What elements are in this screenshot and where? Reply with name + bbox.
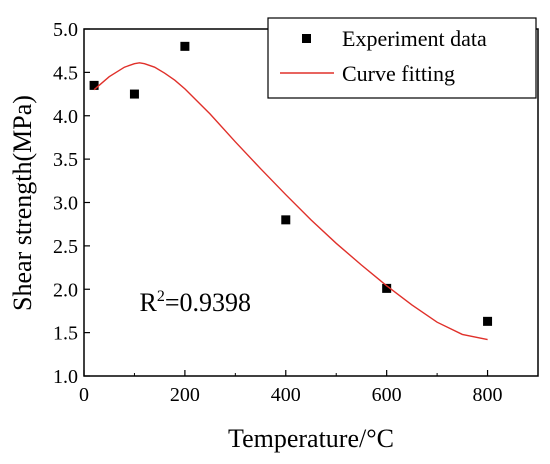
y-tick-label: 2.0 — [53, 279, 78, 301]
data-point — [180, 41, 190, 51]
y-tick-label: 1.0 — [53, 366, 78, 388]
y-tick-label: 3.5 — [53, 149, 78, 171]
y-tick-label: 1.5 — [53, 323, 78, 345]
data-point — [382, 283, 392, 293]
data-point — [89, 80, 99, 90]
r-squared-base: R — [139, 288, 157, 317]
data-point — [483, 316, 493, 326]
r-squared-sup: 2 — [157, 288, 165, 305]
series-layer — [89, 41, 493, 341]
y-axis-title: Shear strength(MPa) — [8, 95, 37, 311]
y-tick-label: 2.5 — [53, 236, 78, 258]
x-tick-label: 200 — [170, 384, 200, 406]
legend-label-experiment: Experiment data — [342, 26, 487, 51]
legend: Experiment data Curve fitting — [267, 17, 537, 99]
fit-curve-line — [93, 62, 488, 341]
legend-marker-experiment — [302, 34, 311, 43]
legend-label-curve: Curve fitting — [342, 61, 455, 86]
x-axis-ticks: 0 200 400 600 800 — [79, 370, 503, 406]
r-squared-annotation: R2=0.9398 — [139, 288, 251, 317]
y-axis-ticks: 1.0 1.5 2.0 2.5 3.0 3.5 4.0 4.5 5.0 — [53, 19, 90, 388]
legend-box — [267, 17, 537, 99]
data-point — [281, 215, 291, 225]
y-tick-label: 4.0 — [53, 106, 78, 128]
data-point — [129, 89, 139, 99]
r-squared-value: =0.9398 — [165, 288, 251, 317]
x-axis-title: Temperature/°C — [228, 424, 394, 453]
y-tick-label: 5.0 — [53, 19, 78, 41]
x-tick-label: 400 — [271, 384, 301, 406]
y-tick-label: 4.5 — [53, 62, 78, 84]
x-tick-label: 800 — [473, 384, 503, 406]
y-tick-label: 3.0 — [53, 193, 78, 215]
x-tick-label: 600 — [372, 384, 402, 406]
x-tick-label: 0 — [79, 384, 89, 406]
